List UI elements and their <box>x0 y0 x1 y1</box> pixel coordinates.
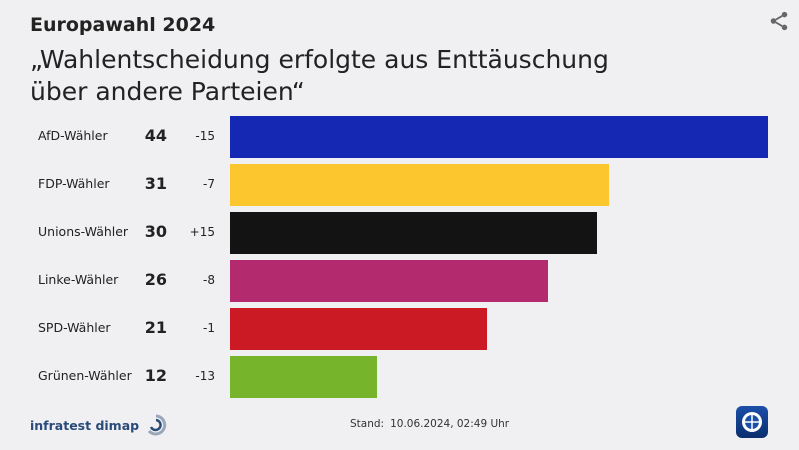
bar-label: SPD-Wähler <box>38 320 111 335</box>
bar-label: Grünen-Wähler <box>38 368 132 383</box>
share-icon[interactable] <box>768 10 790 32</box>
stand-label: Stand: <box>350 418 385 430</box>
bar-value-label: 30 <box>144 222 167 241</box>
bar <box>230 356 377 398</box>
chart-title: „Wahlentscheidung erfolgte aus Enttäusch… <box>30 45 609 106</box>
bar-value-label: 31 <box>144 174 167 193</box>
stand-value: 10.06.2024, 02:49 Uhr <box>390 418 510 430</box>
bar <box>230 212 597 254</box>
bar <box>230 116 768 158</box>
bar-value-label: 26 <box>144 270 167 289</box>
bar <box>230 164 610 206</box>
bar <box>230 308 487 350</box>
bar-change-label: -7 <box>203 177 215 191</box>
bar-change-label: -1 <box>203 321 215 335</box>
bar-label: Linke-Wähler <box>38 272 119 287</box>
bar-change-label: -13 <box>195 369 215 383</box>
source-label: infratest dimap <box>30 417 140 433</box>
bar-label: Unions-Wähler <box>38 224 129 239</box>
bar-value-label: 12 <box>144 366 167 385</box>
bar-change-label: -8 <box>203 273 215 287</box>
infratest-dimap-logo: infratest dimap <box>30 414 167 436</box>
bar-change-label: -15 <box>195 129 215 143</box>
dimap-mark-icon <box>147 414 167 436</box>
bar-label: AfD-Wähler <box>38 128 108 143</box>
tagesschau-logo <box>736 406 768 438</box>
tagesschau-globe-icon <box>742 412 762 432</box>
bar <box>230 260 548 302</box>
bar-value-label: 44 <box>144 126 167 145</box>
stand-text: Stand: 10.06.2024, 02:49 Uhr <box>350 418 515 430</box>
bar-change-label: +15 <box>189 225 215 239</box>
bar-label: FDP-Wähler <box>38 176 110 191</box>
chart-kicker: Europawahl 2024 <box>30 14 216 36</box>
bar-value-label: 21 <box>144 318 167 337</box>
